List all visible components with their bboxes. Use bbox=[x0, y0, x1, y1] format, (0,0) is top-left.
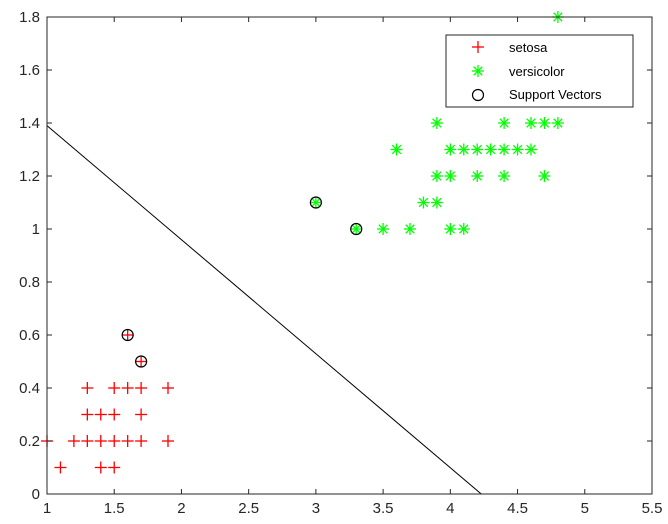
point-versicolor bbox=[538, 170, 551, 182]
x-tick-label: 3.5 bbox=[373, 500, 394, 517]
point-versicolor bbox=[457, 223, 470, 235]
x-tick-label: 2.5 bbox=[238, 500, 259, 517]
point-versicolor bbox=[444, 223, 457, 235]
legend-marker-setosa bbox=[472, 41, 484, 53]
legend-marker-versicolor bbox=[472, 65, 484, 77]
point-versicolor bbox=[471, 143, 484, 156]
decision-boundary-line bbox=[46, 125, 482, 495]
legend-item-support-vectors[interactable]: Support Vectors bbox=[471, 87, 602, 102]
point-setosa bbox=[67, 435, 80, 447]
point-setosa bbox=[81, 382, 94, 394]
legend-item-setosa[interactable]: setosa bbox=[472, 40, 548, 55]
point-setosa bbox=[108, 408, 121, 421]
y-tick-label: 0.4 bbox=[19, 380, 40, 397]
point-versicolor bbox=[511, 143, 524, 156]
point-versicolor bbox=[525, 117, 537, 129]
point-setosa bbox=[135, 435, 148, 447]
x-tick-label: 3 bbox=[312, 500, 320, 517]
point-versicolor bbox=[430, 117, 443, 129]
axes-box bbox=[46, 16, 653, 495]
legend-marker-shape bbox=[472, 41, 484, 53]
y-tick-label: 0 bbox=[32, 486, 40, 503]
point-setosa bbox=[81, 435, 94, 447]
y-tick-label: 1.2 bbox=[19, 168, 40, 185]
x-tick-label: 4 bbox=[446, 500, 454, 517]
legend-label-versicolor: versicolor bbox=[509, 64, 565, 79]
x-tick-label: 1 bbox=[43, 500, 51, 517]
point-setosa bbox=[162, 382, 174, 394]
x-tick-label: 4.5 bbox=[507, 500, 528, 517]
point-setosa bbox=[94, 408, 107, 421]
point-versicolor bbox=[309, 196, 322, 209]
point-setosa bbox=[54, 461, 67, 474]
point-versicolor bbox=[498, 117, 511, 129]
legend-marker-shape bbox=[471, 88, 485, 102]
point-versicolor bbox=[417, 196, 430, 209]
point-versicolor bbox=[430, 170, 443, 182]
decision-boundary-layer bbox=[46, 125, 482, 495]
axis-ticks-layer: 1 1.5 2 2.5 3 3.5 4 4.5 5 5.5 0 0.2 0.4 0.6 0.8 1 1.2 1.4… bbox=[19, 9, 662, 517]
point-versicolor bbox=[444, 143, 457, 156]
legend[interactable]: setosa versicolor Support Vectors bbox=[445, 34, 634, 108]
x-tick-label: 5 bbox=[581, 500, 589, 517]
point-support-vectors bbox=[350, 222, 363, 236]
legend-item-versicolor[interactable]: versicolor bbox=[472, 64, 565, 79]
point-setosa bbox=[121, 329, 134, 341]
point-versicolor bbox=[525, 143, 537, 156]
point-versicolor bbox=[377, 223, 390, 235]
y-tick-label: 1.8 bbox=[19, 9, 40, 26]
point-versicolor bbox=[350, 223, 363, 235]
legend-label-setosa: setosa bbox=[509, 40, 548, 55]
y-tick-label: 1 bbox=[32, 221, 40, 238]
point-setosa bbox=[81, 408, 94, 421]
y-tick-label: 1.6 bbox=[19, 62, 40, 79]
y-tick-label: 0.8 bbox=[19, 274, 40, 291]
point-setosa bbox=[94, 461, 107, 474]
point-versicolor bbox=[484, 143, 497, 156]
point-setosa bbox=[121, 382, 134, 394]
point-support-vectors bbox=[121, 328, 134, 342]
point-versicolor bbox=[404, 223, 416, 235]
point-versicolor bbox=[538, 117, 551, 129]
point-setosa bbox=[94, 435, 107, 447]
legend-marker-support-vectors bbox=[471, 88, 485, 102]
point-versicolor bbox=[498, 170, 511, 182]
point-setosa bbox=[108, 435, 121, 447]
point-setosa bbox=[135, 355, 148, 368]
point-setosa bbox=[108, 461, 121, 474]
point-versicolor bbox=[551, 117, 564, 129]
point-versicolor bbox=[498, 143, 511, 156]
point-setosa bbox=[135, 408, 148, 421]
x-tick-label: 2 bbox=[177, 500, 185, 517]
point-setosa bbox=[135, 382, 148, 394]
point-setosa bbox=[162, 435, 174, 447]
x-tick-label: 5.5 bbox=[642, 500, 663, 517]
y-tick-label: 0.2 bbox=[19, 433, 40, 450]
y-tick-label: 1.4 bbox=[19, 115, 40, 132]
point-versicolor bbox=[471, 170, 484, 182]
x-tick-label: 1.5 bbox=[104, 500, 125, 517]
legend-marker-shape bbox=[472, 65, 484, 77]
point-support-vectors bbox=[135, 355, 148, 368]
data-marks-layer bbox=[41, 11, 564, 474]
point-support-vectors bbox=[309, 196, 322, 209]
point-versicolor bbox=[430, 196, 443, 209]
point-versicolor bbox=[444, 170, 457, 182]
point-setosa bbox=[121, 435, 134, 447]
legend-label-support-vectors: Support Vectors bbox=[509, 87, 602, 102]
point-setosa bbox=[108, 382, 121, 394]
point-versicolor bbox=[390, 143, 403, 156]
y-tick-label: 0.6 bbox=[19, 327, 40, 344]
point-versicolor bbox=[457, 143, 470, 156]
